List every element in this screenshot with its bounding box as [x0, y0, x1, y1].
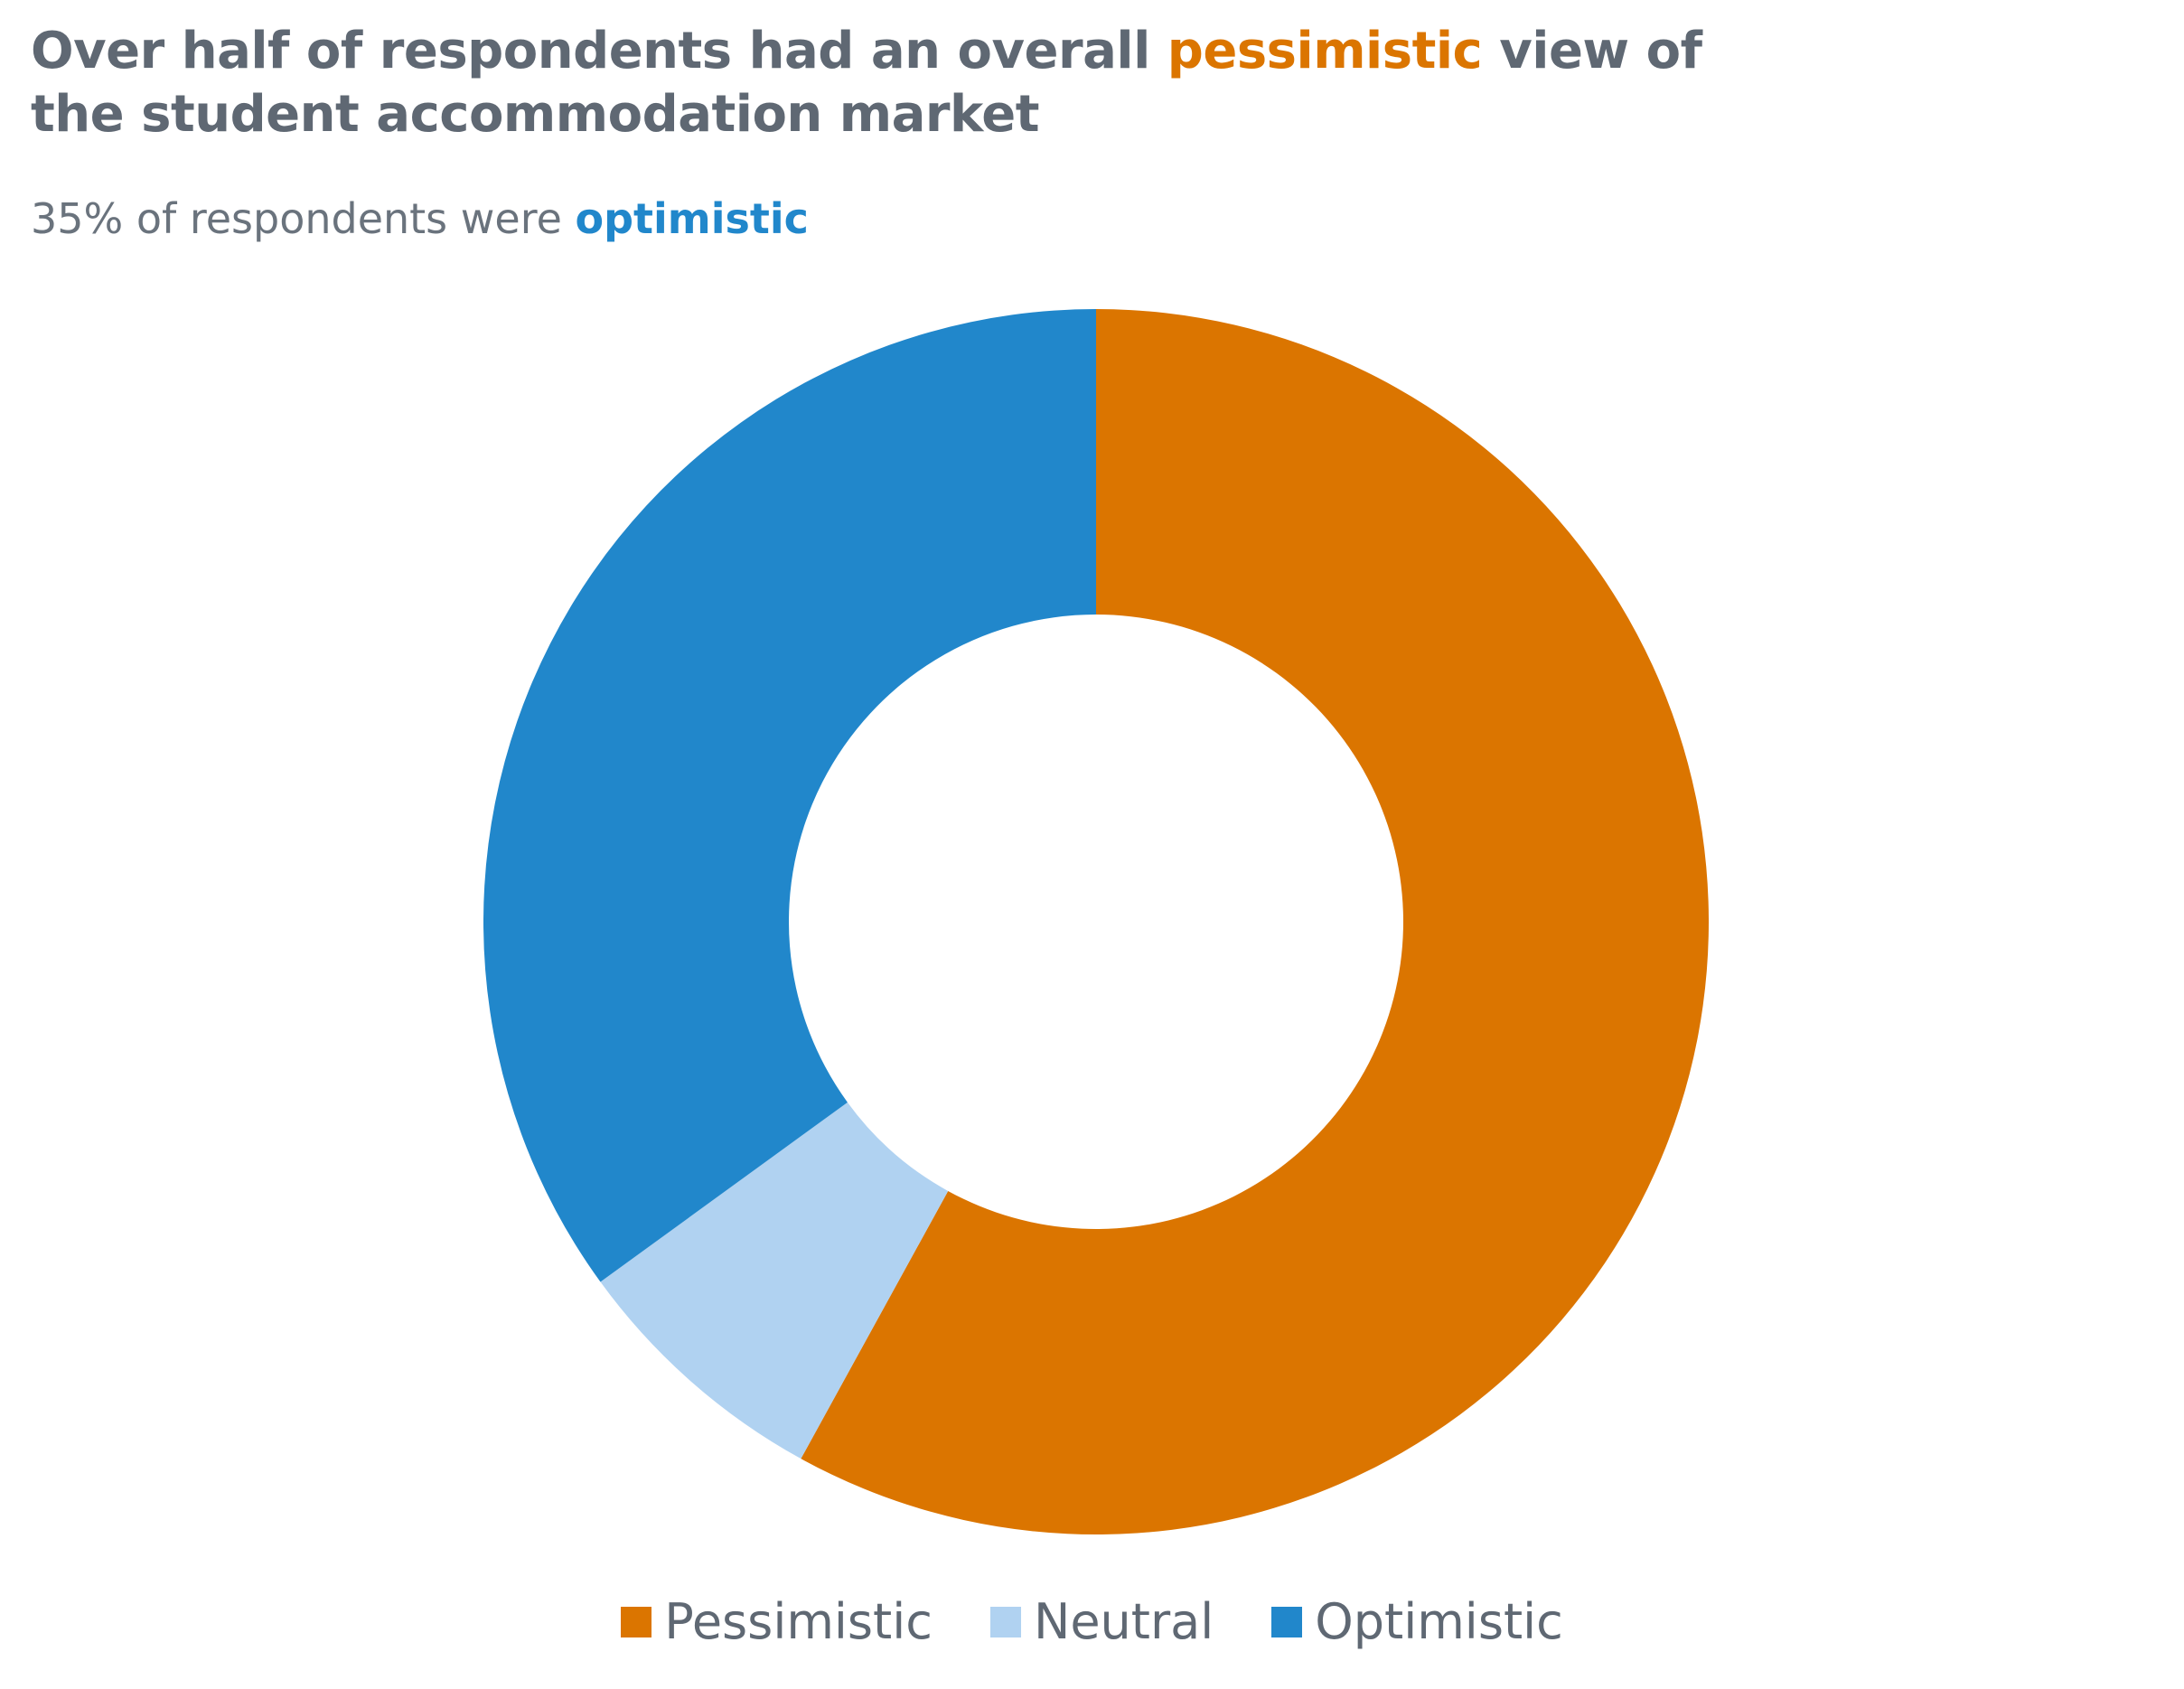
chart-title: Over half of respondents had an overall …: [31, 20, 1802, 146]
legend-swatch-pessimistic: [621, 1607, 652, 1637]
legend-swatch-optimistic: [1271, 1607, 1303, 1637]
title-text-start: Over half of respondents had an overall: [31, 22, 1167, 80]
title-highlight-pessimistic: pessimistic: [1167, 22, 1483, 80]
legend-swatch-neutral: [989, 1607, 1021, 1637]
title-text-end: view of the student accommodation market: [31, 22, 1702, 144]
subtitle-highlight-optimistic: optimistic: [575, 194, 809, 243]
legend-label-optimistic: Optimistic: [1315, 1593, 1563, 1650]
donut-slice-optimistic: [483, 309, 1096, 1282]
chart-subtitle: 35% of respondents were optimistic: [31, 192, 809, 246]
donut-slice-neutral: [600, 1102, 949, 1459]
donut-slice-pessimistic: [801, 309, 1709, 1535]
legend-item-optimistic: Optimistic: [1271, 1590, 1563, 1654]
legend-label-neutral: Neutral: [1033, 1593, 1214, 1650]
subtitle-text-start: 35% of respondents were: [31, 194, 576, 243]
legend-item-pessimistic: Pessimistic: [621, 1590, 933, 1654]
legend-item-neutral: Neutral: [989, 1590, 1214, 1654]
legend-label-pessimistic: Pessimistic: [664, 1593, 933, 1650]
chart-legend: Pessimistic Neutral Optimistic: [0, 1590, 2184, 1654]
